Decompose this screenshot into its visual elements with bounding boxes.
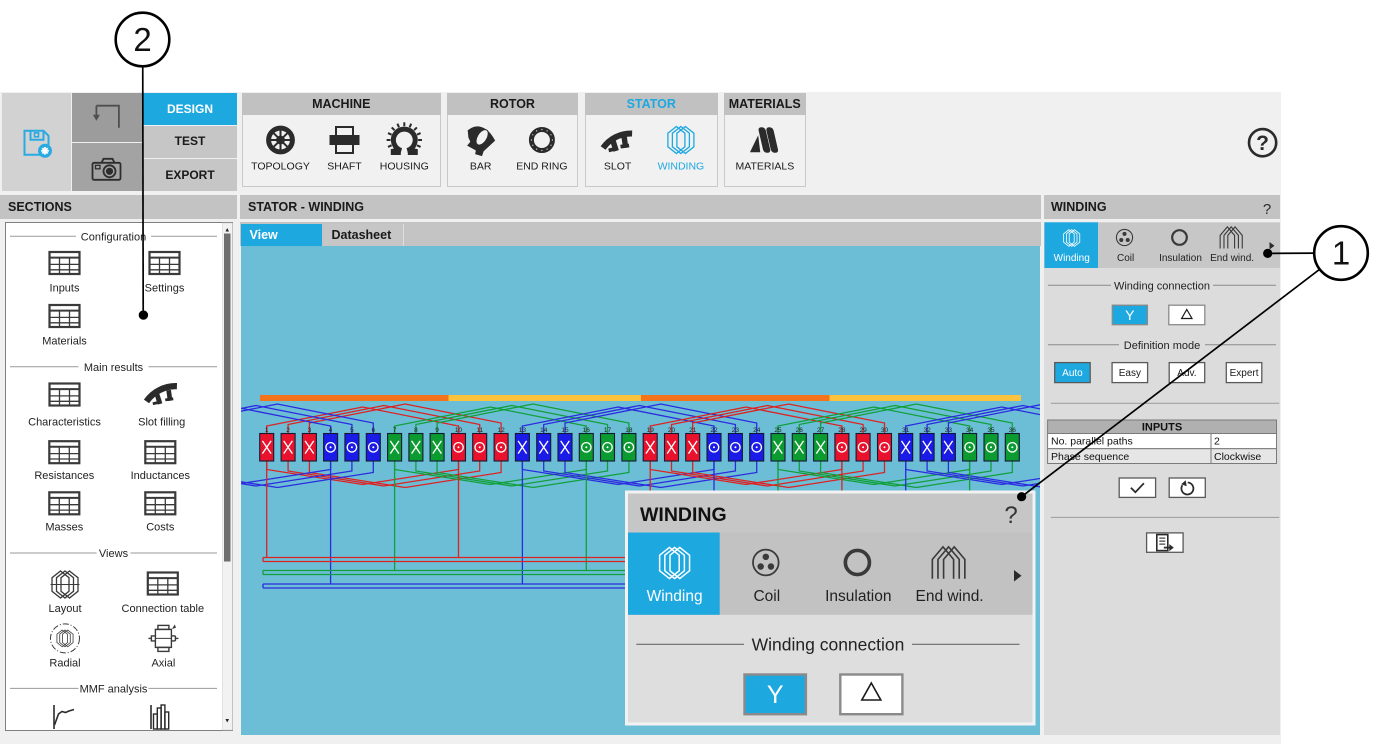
svg-text:34: 34: [965, 427, 973, 434]
svg-text:30: 30: [880, 427, 888, 434]
svg-text:35: 35: [987, 427, 995, 434]
svg-text:2: 2: [1214, 436, 1220, 448]
svg-text:1: 1: [1332, 235, 1350, 272]
svg-text:Clockwise: Clockwise: [1214, 451, 1261, 463]
svg-text:Adv.: Adv.: [1177, 368, 1196, 379]
svg-text:Winding connection: Winding connection: [752, 634, 905, 654]
svg-text:Axial: Axial: [151, 658, 175, 670]
svg-text:SHAFT: SHAFT: [327, 161, 362, 173]
svg-text:31: 31: [902, 427, 910, 434]
svg-text:2: 2: [286, 427, 290, 434]
svg-text:Easy: Easy: [1119, 368, 1141, 379]
svg-text:5: 5: [350, 427, 354, 434]
svg-text:Insulation: Insulation: [825, 588, 891, 605]
svg-text:Main results: Main results: [84, 362, 144, 374]
svg-text:16: 16: [582, 427, 590, 434]
svg-text:Winding: Winding: [1054, 253, 1090, 264]
svg-text:HOUSING: HOUSING: [380, 161, 429, 173]
svg-text:WINDING: WINDING: [658, 161, 705, 173]
svg-text:Winding: Winding: [647, 588, 703, 605]
svg-text:Connection table: Connection table: [122, 603, 205, 615]
svg-text:Masses: Masses: [45, 521, 83, 533]
svg-text:End wind.: End wind.: [1210, 253, 1254, 264]
svg-text:Expert: Expert: [1230, 368, 1259, 379]
svg-text:No. parallel paths: No. parallel paths: [1051, 436, 1133, 448]
svg-text:12: 12: [497, 427, 505, 434]
svg-text:Winding connection: Winding connection: [1114, 280, 1210, 292]
svg-text:Costs: Costs: [146, 521, 175, 533]
svg-text:Layout: Layout: [48, 603, 81, 615]
svg-text:15: 15: [561, 427, 569, 434]
svg-text:Materials: Materials: [42, 336, 87, 348]
svg-text:24: 24: [753, 427, 761, 434]
svg-text:MMF analysis: MMF analysis: [80, 683, 148, 695]
svg-text:1: 1: [264, 427, 268, 434]
svg-text:11: 11: [476, 427, 483, 434]
svg-text:25: 25: [774, 427, 782, 434]
svg-text:Settings: Settings: [145, 283, 185, 295]
svg-text:36: 36: [1008, 427, 1016, 434]
svg-text:Phase sequence: Phase sequence: [1051, 451, 1129, 463]
svg-text:Inputs: Inputs: [50, 283, 80, 295]
svg-text:Slot filling: Slot filling: [138, 417, 185, 429]
svg-text:2: 2: [133, 21, 151, 58]
svg-text:33: 33: [944, 427, 952, 434]
svg-text:END RING: END RING: [516, 161, 567, 173]
svg-text:27: 27: [816, 427, 824, 434]
svg-text:?: ?: [1263, 201, 1271, 218]
svg-text:13: 13: [518, 427, 526, 434]
svg-text:8: 8: [414, 427, 418, 434]
svg-text:28: 28: [838, 427, 846, 434]
svg-text:Definition mode: Definition mode: [1124, 340, 1200, 352]
svg-text:9: 9: [435, 427, 439, 434]
svg-text:?: ?: [1256, 132, 1269, 155]
svg-text:?: ?: [1004, 502, 1017, 529]
svg-text:Y: Y: [1125, 307, 1135, 323]
svg-text:23: 23: [731, 427, 739, 434]
svg-text:14: 14: [540, 427, 548, 434]
svg-text:22: 22: [710, 427, 718, 434]
svg-text:End wind.: End wind.: [916, 588, 984, 605]
svg-text:4: 4: [328, 427, 332, 434]
svg-text:Auto: Auto: [1062, 368, 1083, 379]
svg-text:21: 21: [689, 427, 697, 434]
svg-text:Coil: Coil: [753, 588, 780, 605]
svg-text:19: 19: [646, 427, 654, 434]
svg-text:WINDING: WINDING: [640, 504, 727, 526]
svg-text:BAR: BAR: [470, 161, 492, 173]
svg-text:10: 10: [454, 427, 462, 434]
svg-text:26: 26: [795, 427, 803, 434]
svg-text:TOPOLOGY: TOPOLOGY: [251, 161, 310, 173]
svg-text:Views: Views: [99, 548, 129, 560]
svg-text:6: 6: [371, 427, 375, 434]
svg-text:SLOT: SLOT: [604, 161, 632, 173]
svg-text:Radial: Radial: [49, 658, 80, 670]
svg-text:32: 32: [923, 427, 931, 434]
svg-text:20: 20: [667, 427, 675, 434]
svg-text:Configuration: Configuration: [81, 231, 146, 243]
svg-text:17: 17: [603, 427, 611, 434]
svg-text:Y: Y: [767, 681, 784, 709]
svg-text:MATERIALS: MATERIALS: [736, 161, 795, 173]
svg-text:18: 18: [625, 427, 633, 434]
svg-text:3: 3: [307, 427, 311, 434]
svg-text:INPUTS: INPUTS: [1142, 422, 1182, 434]
svg-text:Insulation: Insulation: [1159, 253, 1202, 264]
svg-text:Inductances: Inductances: [131, 470, 191, 482]
svg-text:29: 29: [859, 427, 867, 434]
svg-text:Characteristics: Characteristics: [28, 417, 101, 429]
svg-text:Coil: Coil: [1117, 253, 1134, 264]
svg-text:Resistances: Resistances: [34, 470, 94, 482]
svg-text:7: 7: [392, 427, 396, 434]
